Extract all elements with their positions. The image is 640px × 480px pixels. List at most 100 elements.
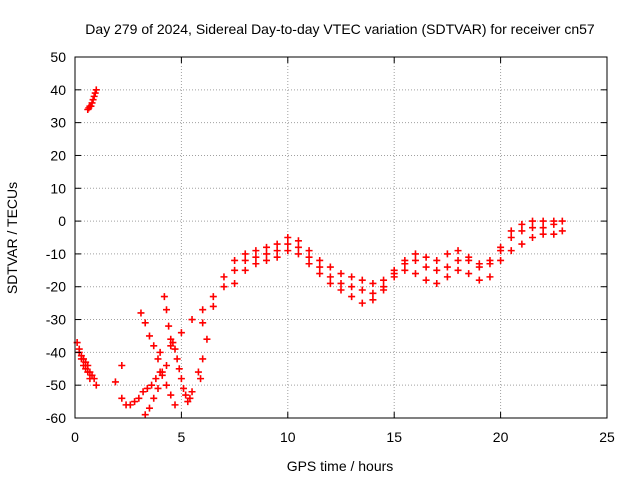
series-isolated-points xyxy=(118,335,211,383)
data-point xyxy=(507,227,515,235)
data-point xyxy=(411,250,419,258)
data-point xyxy=(422,253,430,261)
data-point xyxy=(539,224,547,232)
data-point xyxy=(91,89,99,97)
data-point xyxy=(89,96,97,104)
data-point xyxy=(305,247,313,255)
data-point xyxy=(88,99,96,107)
data-point xyxy=(294,237,302,245)
data-point xyxy=(550,220,558,228)
data-point xyxy=(454,256,462,264)
data-point xyxy=(518,240,526,248)
data-point xyxy=(199,355,207,363)
y-tick-label: -20 xyxy=(46,279,66,295)
data-point xyxy=(163,361,171,369)
plot-frame xyxy=(74,56,608,419)
data-point xyxy=(529,234,537,241)
y-tick-label: 0 xyxy=(58,213,66,229)
data-point xyxy=(175,365,183,373)
data-point xyxy=(141,319,149,327)
data-point xyxy=(90,92,98,100)
data-point xyxy=(507,234,515,241)
data-point xyxy=(158,371,166,379)
data-point xyxy=(148,381,156,389)
data-point xyxy=(143,384,151,392)
data-point xyxy=(369,289,377,297)
data-point xyxy=(160,293,168,301)
data-point xyxy=(139,388,147,396)
x-tick-label: 15 xyxy=(386,429,402,445)
data-point xyxy=(150,342,158,350)
x-tick-label: 25 xyxy=(599,429,615,445)
data-point xyxy=(443,263,451,271)
y-tick-label: -40 xyxy=(46,344,66,360)
data-point xyxy=(273,247,281,255)
data-point xyxy=(433,256,441,264)
data-point xyxy=(369,296,377,304)
data-point xyxy=(411,256,419,264)
data-point xyxy=(454,266,462,274)
x-tick-label: 5 xyxy=(178,429,186,445)
data-point xyxy=(316,263,324,271)
data-point xyxy=(231,266,239,274)
x-axis-label: GPS time / hours xyxy=(287,458,394,474)
data-point xyxy=(154,355,162,363)
y-tick-label: -60 xyxy=(46,410,66,426)
data-point xyxy=(209,293,217,301)
data-point xyxy=(231,256,239,264)
data-point xyxy=(337,279,345,287)
y-axis-label: SDTVAR / TECUs xyxy=(4,182,20,294)
data-point xyxy=(443,250,451,258)
data-point xyxy=(465,256,473,264)
y-tick-label: -50 xyxy=(46,377,66,393)
axis-ticks: -60 -50 -40 -30 -20 -10 0 10 20 30 40 50 0 5 10 15 20 25 xyxy=(46,49,615,445)
series-main-track-b xyxy=(231,227,566,307)
data-point xyxy=(252,260,260,268)
data-point xyxy=(145,332,153,340)
y-tick-label: 20 xyxy=(50,147,66,163)
data-points xyxy=(73,86,566,419)
data-point xyxy=(263,256,271,264)
data-point xyxy=(165,322,173,330)
series-lower-cluster-c xyxy=(141,361,171,419)
data-point xyxy=(87,102,95,110)
y-tick-label: -10 xyxy=(46,246,66,262)
data-point xyxy=(422,276,430,284)
data-point xyxy=(529,224,537,232)
grid xyxy=(75,57,607,418)
data-point xyxy=(497,256,505,264)
data-point xyxy=(186,394,194,402)
data-point xyxy=(305,253,313,261)
data-point xyxy=(465,270,473,278)
data-point xyxy=(163,381,171,389)
chart-title: Day 279 of 2024, Sidereal Day-to-day VTE… xyxy=(85,21,595,37)
data-point xyxy=(380,283,388,291)
data-point xyxy=(92,86,100,94)
data-point xyxy=(171,401,179,409)
data-point xyxy=(294,243,302,251)
data-point xyxy=(137,309,145,317)
data-point xyxy=(433,266,441,274)
data-point xyxy=(86,375,94,383)
data-point xyxy=(486,273,494,281)
data-point xyxy=(358,286,366,294)
data-point xyxy=(263,243,271,251)
data-point xyxy=(263,250,271,258)
data-point xyxy=(84,368,92,376)
data-point xyxy=(126,401,134,409)
data-point xyxy=(77,355,85,363)
data-point xyxy=(411,270,419,278)
data-point xyxy=(507,247,515,255)
data-point xyxy=(203,335,211,343)
data-point xyxy=(443,273,451,281)
data-point xyxy=(220,283,228,291)
data-point xyxy=(163,306,171,314)
data-point xyxy=(558,227,566,235)
data-point xyxy=(252,247,260,255)
data-point xyxy=(326,263,334,271)
data-point xyxy=(252,253,260,261)
y-tick-label: 40 xyxy=(50,82,66,98)
data-point xyxy=(145,404,153,412)
data-point xyxy=(141,411,149,419)
data-point xyxy=(348,293,356,301)
